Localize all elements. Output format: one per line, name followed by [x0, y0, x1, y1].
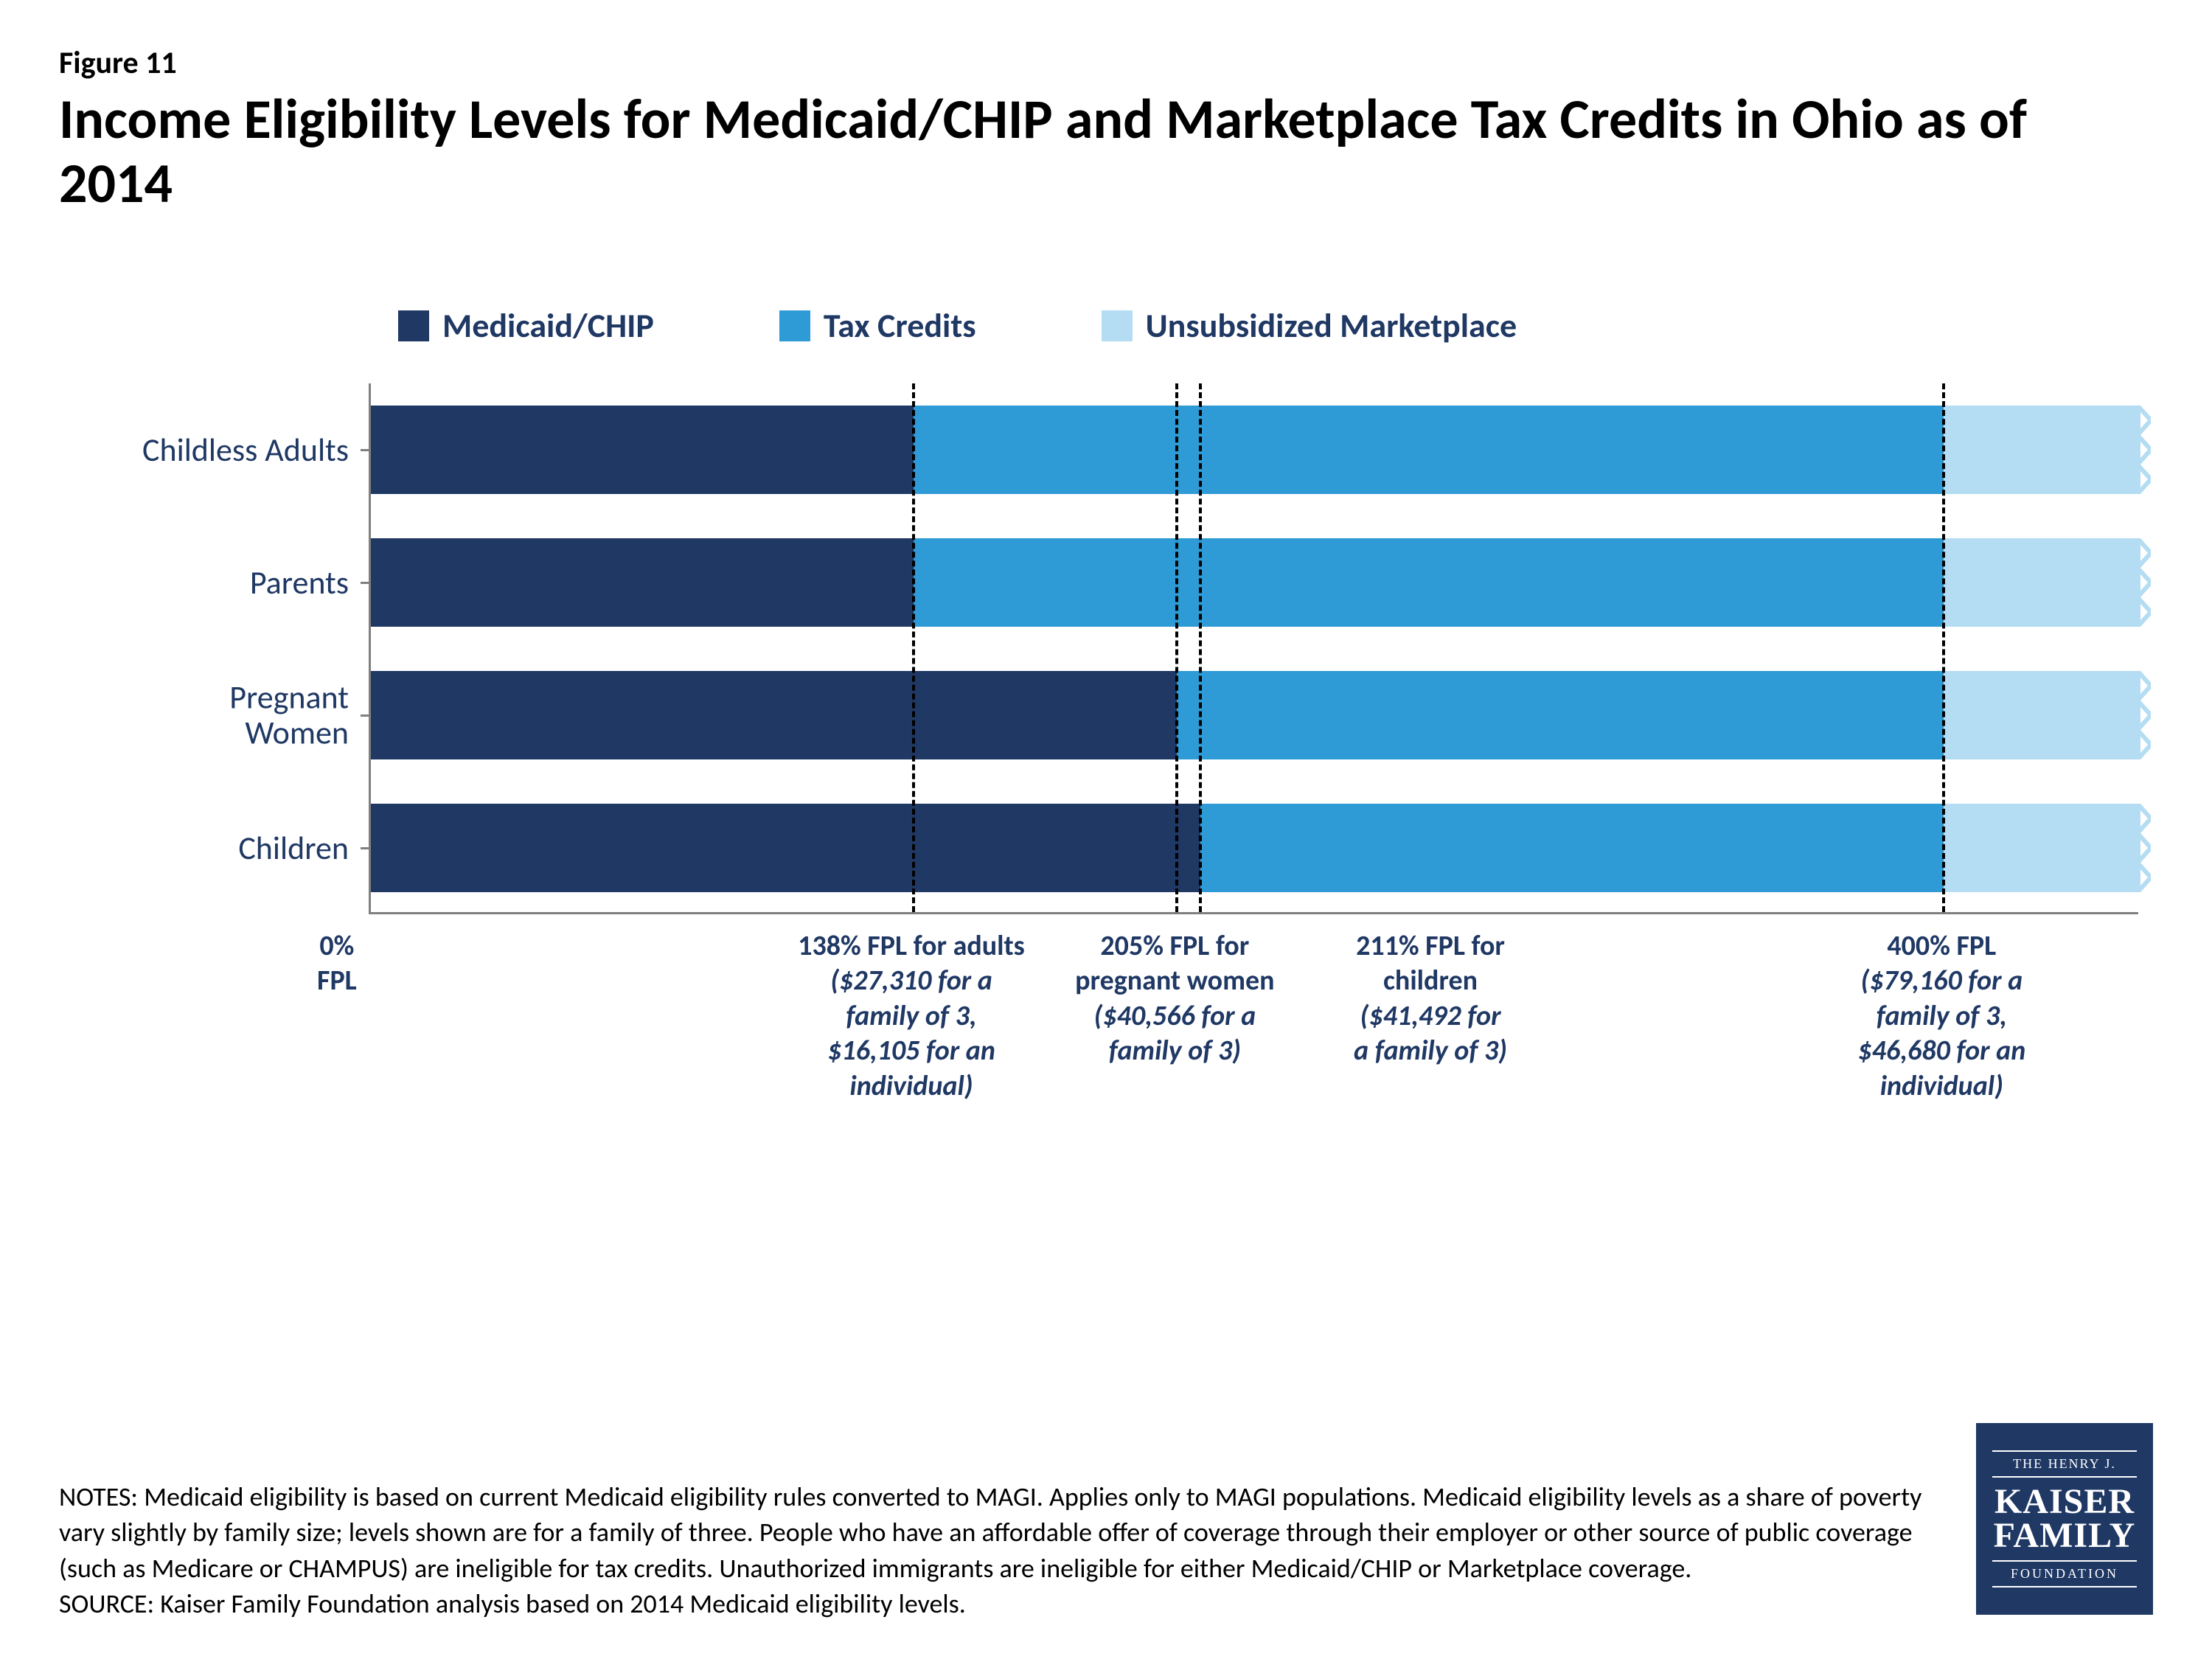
- x-annotation-sub: ($41,492 for a family of 3): [1354, 999, 1507, 1069]
- legend-item: Unsubsidized Marketplace: [1102, 305, 1517, 347]
- segment-unsubsidized: [1944, 804, 2140, 892]
- category-label: Childless Adults: [98, 432, 349, 467]
- segment-medicaid: [371, 671, 1177, 759]
- x-annotation-head: 400% FPL: [1857, 929, 2025, 964]
- plot-area: Childless AdultsParentsPregnant WomenChi…: [369, 383, 2138, 914]
- segment-tax-credits: [914, 406, 1944, 494]
- break-icon: [2138, 804, 2151, 892]
- legend-item: Medicaid/CHIP: [398, 305, 654, 347]
- legend-swatch: [779, 310, 810, 341]
- x-annotation: 211% FPL for children($41,492 for a fami…: [1354, 929, 1507, 1069]
- segment-tax-credits: [1177, 671, 1944, 759]
- logo-top-text: THE HENRY J.: [1992, 1450, 2137, 1478]
- x-annotation: 138% FPL for adults($27,310 for a family…: [798, 929, 1025, 1105]
- bar-row: [371, 671, 2140, 759]
- break-icon: [2138, 538, 2151, 627]
- segment-unsubsidized: [1944, 538, 2140, 627]
- x-annotation-sub: ($79,160 for a family of 3, $46,680 for …: [1857, 964, 2025, 1104]
- segment-medicaid: [371, 538, 914, 627]
- reference-line: [1942, 383, 1945, 912]
- axis-tick: [361, 582, 371, 584]
- legend-swatch: [1102, 310, 1133, 341]
- chart-area: Childless AdultsParentsPregnant WomenChi…: [103, 383, 2153, 1180]
- legend: Medicaid/CHIP Tax Credits Unsubsidized Mar…: [398, 305, 2153, 347]
- segment-unsubsidized: [1944, 406, 2140, 494]
- logo-main-line1: KAISER: [1982, 1485, 2147, 1519]
- chart-title: Income Eligibility Levels for Medicaid/C…: [59, 88, 2153, 217]
- reference-line: [1175, 383, 1178, 912]
- legend-label: Unsubsidized Marketplace: [1146, 305, 1517, 347]
- segment-tax-credits: [914, 538, 1944, 627]
- category-label: Parents: [98, 565, 349, 600]
- break-icon: [2138, 406, 2151, 494]
- axis-tick: [361, 714, 371, 717]
- x-annotation-zero: 0% FPL: [317, 929, 357, 999]
- axis-tick: [361, 847, 371, 849]
- reference-line: [912, 383, 915, 912]
- notes-source: NOTES: Medicaid eligibility is based on …: [59, 1479, 1961, 1622]
- segment-tax-credits: [1200, 804, 1944, 892]
- reference-line: [1199, 383, 1202, 912]
- logo-bottom-text: FOUNDATION: [1992, 1560, 2137, 1587]
- segment-unsubsidized: [1944, 671, 2140, 759]
- segment-medicaid: [371, 804, 1200, 892]
- bar-row: [371, 538, 2140, 627]
- x-annotation-head: 205% FPL for pregnant women: [1075, 929, 1274, 999]
- category-label: Children: [98, 830, 349, 866]
- x-axis-annotations: 0% FPL138% FPL for adults($27,310 for a …: [369, 929, 2138, 1180]
- kaiser-family-foundation-logo: THE HENRY J. KAISER FAMILY FOUNDATION: [1976, 1423, 2153, 1615]
- x-annotation-sub: ($27,310 for a family of 3, $16,105 for …: [798, 964, 1025, 1104]
- x-annotation-head: 211% FPL for children: [1354, 929, 1507, 999]
- bar-row: [371, 406, 2140, 494]
- bar-row: [371, 804, 2140, 892]
- axis-tick: [361, 449, 371, 451]
- logo-main-line2: FAMILY: [1982, 1519, 2147, 1553]
- category-label: Pregnant Women: [98, 679, 349, 751]
- x-annotation-sub: ($40,566 for a family of 3): [1075, 999, 1274, 1069]
- x-annotation: 400% FPL($79,160 for a family of 3, $46,…: [1857, 929, 2025, 1105]
- x-annotation-head: 138% FPL for adults: [798, 929, 1025, 964]
- break-icon: [2138, 671, 2151, 759]
- segment-medicaid: [371, 406, 914, 494]
- legend-label: Medicaid/CHIP: [442, 305, 654, 347]
- x-annotation: 205% FPL for pregnant women($40,566 for …: [1075, 929, 1274, 1069]
- legend-item: Tax Credits: [779, 305, 976, 347]
- legend-swatch: [398, 310, 429, 341]
- legend-label: Tax Credits: [824, 305, 976, 347]
- figure-number: Figure 11: [59, 44, 2153, 82]
